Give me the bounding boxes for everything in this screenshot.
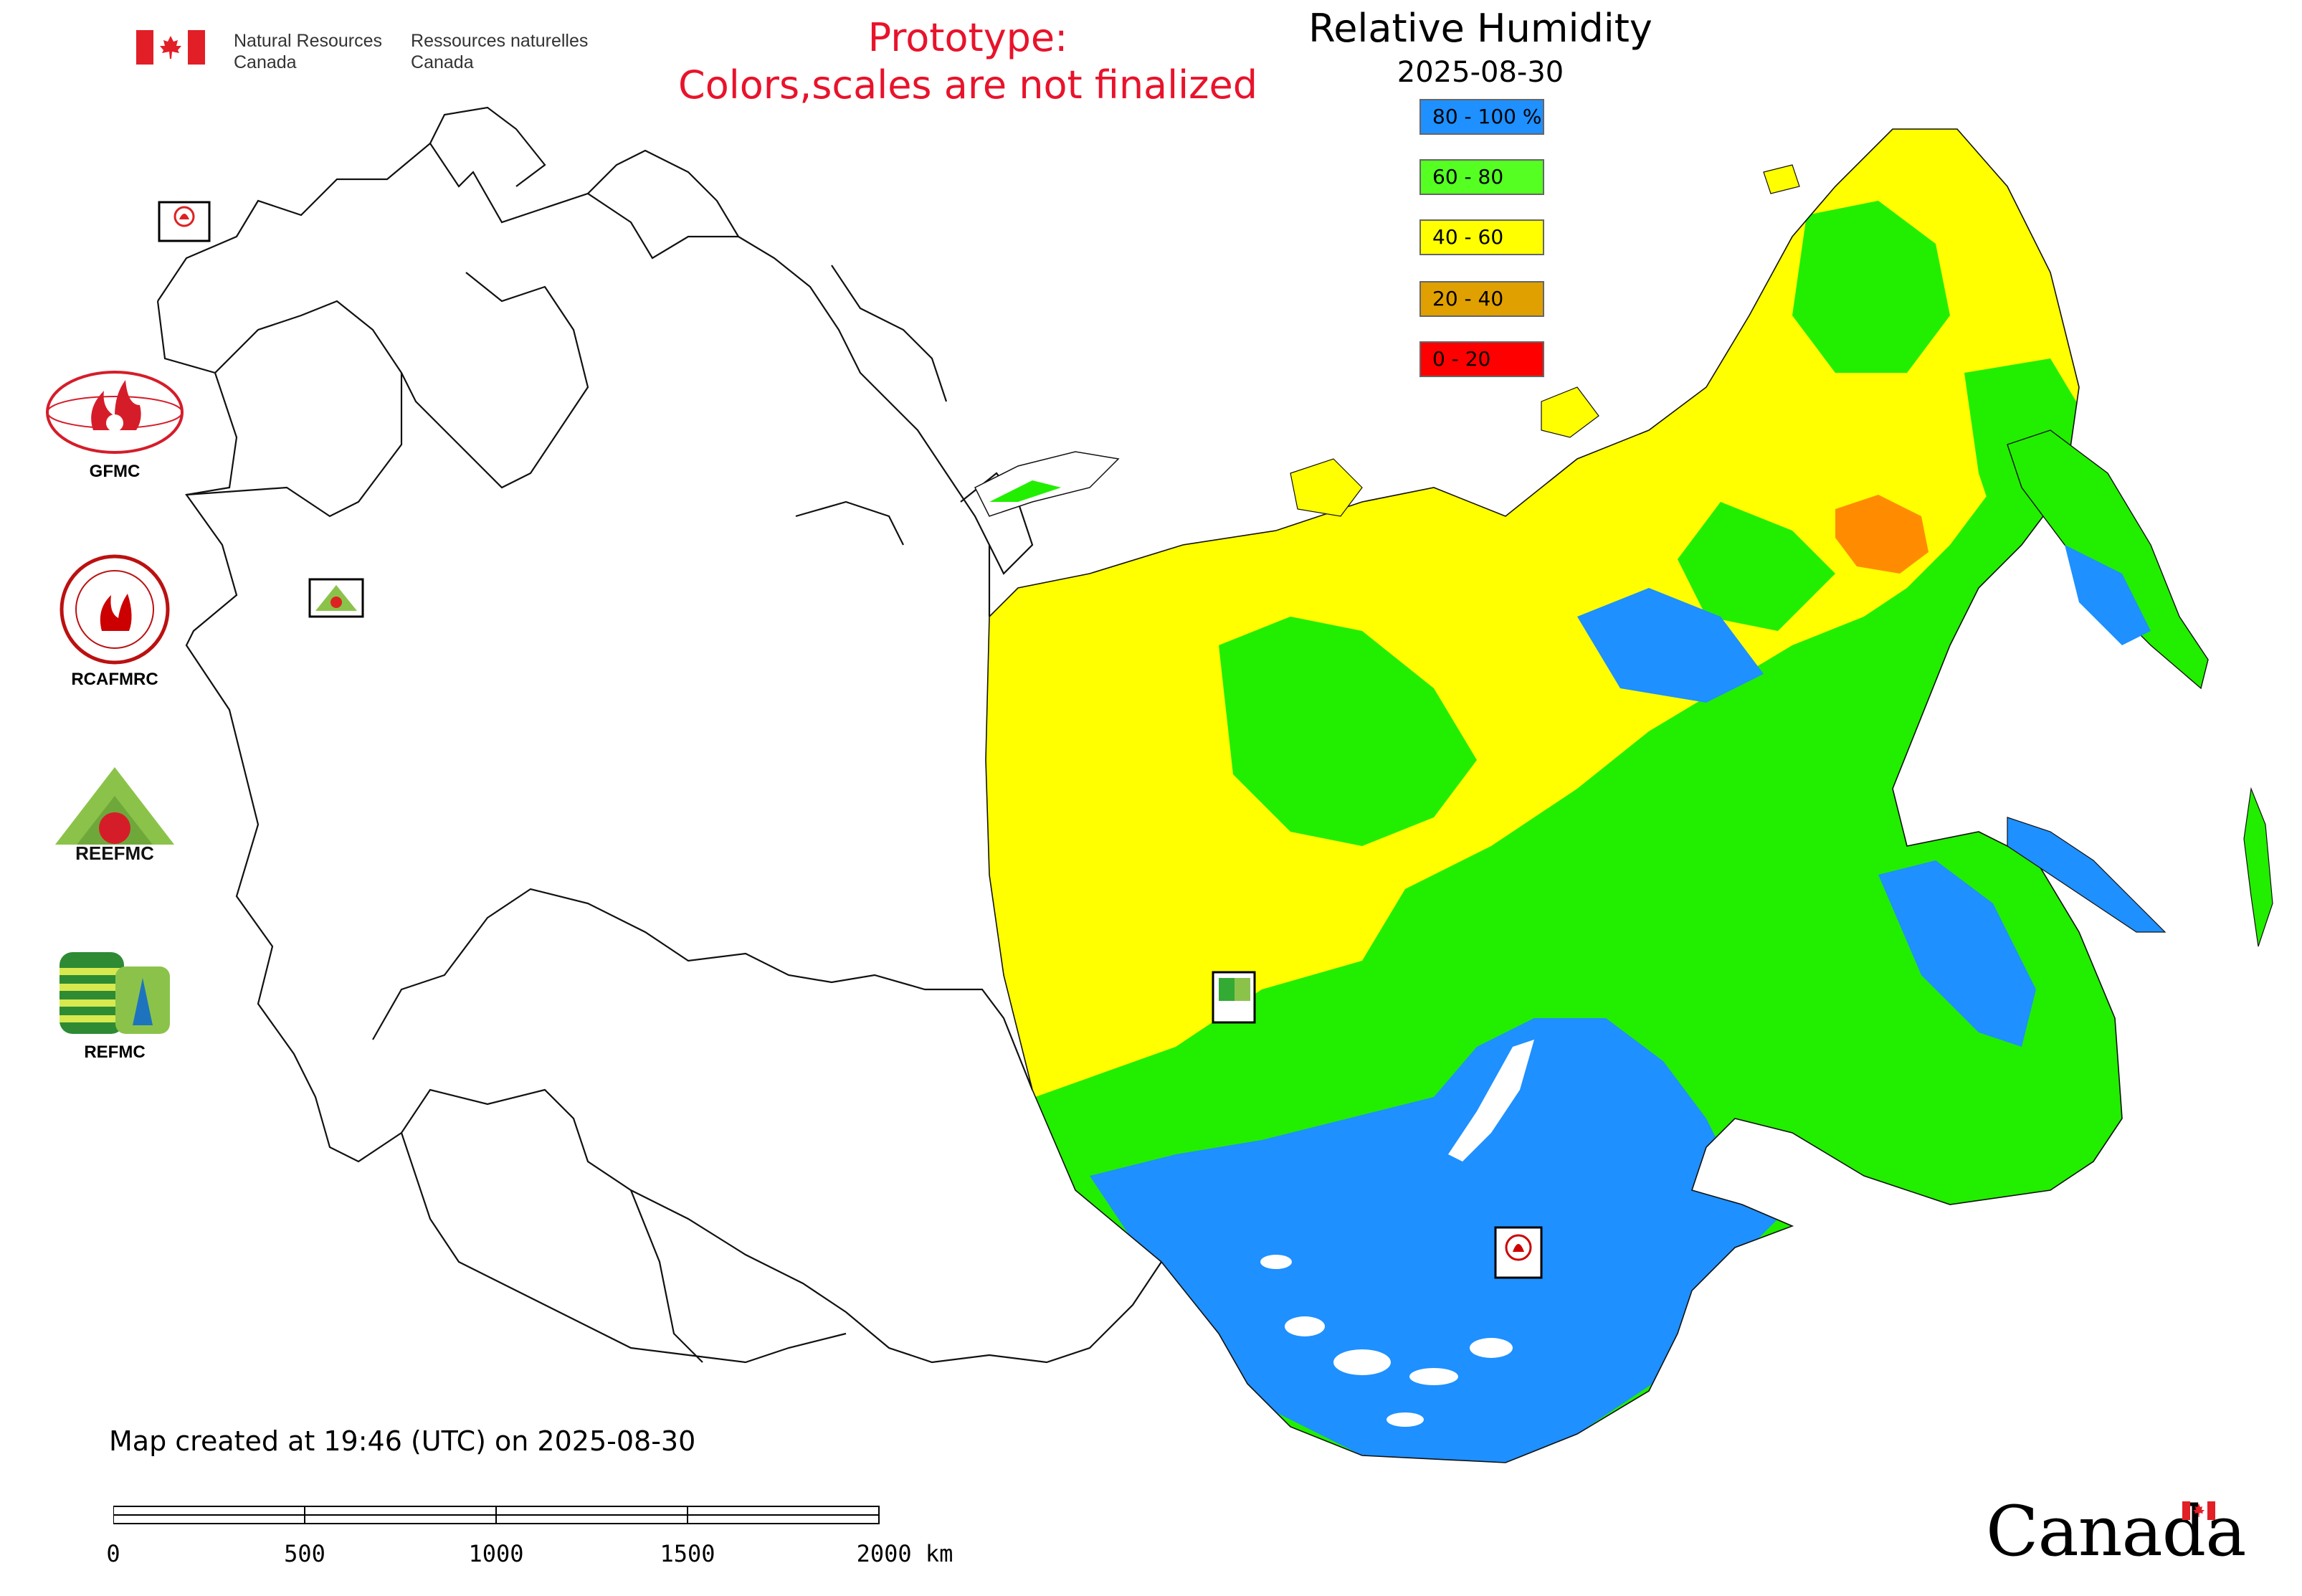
sakhalin	[2243, 787, 2273, 947]
legend-item: 0 - 20	[1419, 341, 1544, 377]
legend-item: 40 - 60	[1419, 219, 1544, 255]
partner-gfmc: GFMC	[29, 366, 201, 482]
scale-tick-0: 0	[106, 1540, 120, 1567]
kamchatka	[2007, 429, 2209, 690]
rcafmrc-logo-icon	[60, 554, 170, 665]
partner-refmc: REFMC	[29, 946, 201, 1063]
canada-flag-icon	[136, 30, 205, 65]
partner-label: REFMC	[84, 1042, 146, 1062]
partner-reefmc: REEFMC	[29, 760, 201, 870]
department-name-en: Natural Resources Canada	[234, 31, 383, 72]
map-created-note: Map created at 19:46 (UTC) on 2025-08-30	[109, 1425, 696, 1457]
gfmc-logo-icon	[46, 371, 184, 454]
partner-label: GFMC	[89, 462, 141, 481]
humidity-raster	[986, 129, 2122, 1463]
wordmark-flag-icon	[2182, 1501, 2215, 1520]
legend-title: Relative Humidity	[1308, 6, 1652, 51]
scale-bar	[113, 1506, 880, 1524]
reefmc-logo-text: REEFMC	[75, 842, 154, 864]
country-outlines	[156, 106, 1162, 1364]
prototype-notice: Prototype: Colors,scales are not finaliz…	[678, 15, 1257, 108]
legend-item: 80 - 100 %	[1419, 99, 1544, 135]
refmc-marker-icon	[1212, 971, 1256, 1024]
reefmc-marker-icon	[308, 578, 364, 618]
reefmc-logo-icon: REEFMC	[43, 767, 186, 864]
scale-tick-1500: 1500	[660, 1540, 715, 1567]
partner-rcafmrc: RCAFMRC	[29, 552, 201, 690]
legend-date: 2025-08-30	[1397, 56, 1564, 89]
refmc-logo-icon	[60, 952, 170, 1034]
legend-item: 20 - 40	[1419, 281, 1544, 317]
scale-tick-1000: 1000	[468, 1540, 524, 1567]
scale-tick-500: 500	[284, 1540, 325, 1567]
scale-tick-2000: 2000 km	[856, 1540, 953, 1567]
legend-item: 60 - 80	[1419, 159, 1544, 195]
canada-wordmark: Canada	[1986, 1491, 2246, 1572]
department-name-fr: Ressources naturelles Canada	[411, 31, 589, 72]
government-signature: Natural Resources Canada Ressources natu…	[136, 30, 588, 73]
gfmc-marker-icon	[158, 201, 211, 242]
partner-label: RCAFMRC	[71, 670, 158, 689]
rcafmrc-marker-icon	[1494, 1226, 1543, 1279]
